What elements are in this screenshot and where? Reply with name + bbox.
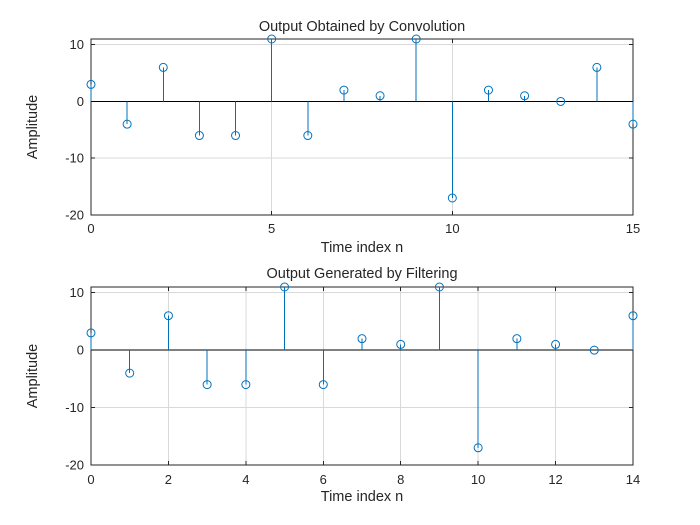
top-plot-xlabel: Time index n xyxy=(321,240,403,256)
stem-marker xyxy=(411,34,421,44)
stem-marker xyxy=(86,328,96,338)
stem-marker xyxy=(396,339,406,349)
grid-lines xyxy=(91,39,633,215)
y-tick-label: 0 xyxy=(77,343,84,358)
filtering-plot: 0 2 4 6 8 10 12 14 10 0 -10 -20 xyxy=(65,282,640,487)
stem-marker xyxy=(163,311,173,321)
x-tick-label: 2 xyxy=(165,472,172,487)
x-tick-label: 8 xyxy=(397,472,404,487)
x-tick-label: 6 xyxy=(320,472,327,487)
stem-marker xyxy=(122,119,132,129)
stem-marker xyxy=(556,96,566,106)
stem-marker xyxy=(473,443,483,453)
stem-marker xyxy=(551,339,561,349)
x-tick-label: 14 xyxy=(626,472,640,487)
stem-marker xyxy=(520,91,530,101)
convolution-plot: 0 5 10 15 10 0 -10 -20 xyxy=(65,34,640,236)
x-tick-label: 15 xyxy=(626,221,640,236)
y-tick-label: 10 xyxy=(70,37,84,52)
x-tick-label: 4 xyxy=(242,472,249,487)
stem-marker xyxy=(375,91,385,101)
stem-marker xyxy=(434,282,444,292)
bottom-plot-xlabel: Time index n xyxy=(321,489,403,505)
x-tick-labels: 0 5 10 15 xyxy=(87,221,640,236)
stem-marker xyxy=(158,62,168,72)
y-tick-label: 0 xyxy=(77,94,84,109)
y-tick-label: -10 xyxy=(65,400,84,415)
stem-marker xyxy=(86,79,96,89)
stem-marker xyxy=(267,34,277,44)
stem-marker xyxy=(628,119,638,129)
stem-marker xyxy=(357,334,367,344)
x-tick-label: 12 xyxy=(548,472,562,487)
stem-marker xyxy=(303,131,313,141)
stem-marker xyxy=(241,380,251,390)
stem-marker xyxy=(628,311,638,321)
stem-marker xyxy=(447,193,457,203)
stem-marker xyxy=(589,345,599,355)
y-tick-label: -20 xyxy=(65,208,84,223)
bottom-plot-ylabel: Amplitude xyxy=(25,344,41,408)
top-plot-title: Output Obtained by Convolution xyxy=(259,19,465,35)
stem-series xyxy=(86,34,638,203)
x-tick-label: 10 xyxy=(471,472,485,487)
y-tick-labels: 10 0 -10 -20 xyxy=(65,285,84,472)
stem-series xyxy=(86,282,638,453)
stem-marker xyxy=(318,380,328,390)
tick-marks xyxy=(90,39,634,216)
stem-marker xyxy=(202,380,212,390)
y-tick-label: -20 xyxy=(65,458,84,473)
stem-marker xyxy=(125,368,135,378)
x-tick-labels: 0 2 4 6 8 10 12 14 xyxy=(87,472,640,487)
axes-box xyxy=(90,286,634,466)
axes-box xyxy=(90,38,634,216)
x-tick-label: 0 xyxy=(87,472,94,487)
stem-marker xyxy=(194,131,204,141)
y-tick-labels: 10 0 -10 -20 xyxy=(65,37,84,222)
x-tick-label: 0 xyxy=(87,221,94,236)
stem-marker xyxy=(339,85,349,95)
top-plot-ylabel: Amplitude xyxy=(25,95,41,159)
stem-marker xyxy=(592,62,602,72)
bottom-plot-title: Output Generated by Filtering xyxy=(266,266,457,282)
stem-marker xyxy=(512,334,522,344)
stem-marker xyxy=(483,85,493,95)
stem-marker xyxy=(280,282,290,292)
y-tick-label: 10 xyxy=(70,285,84,300)
stem-marker xyxy=(231,131,241,141)
x-tick-label: 10 xyxy=(445,221,459,236)
y-tick-label: -10 xyxy=(65,151,84,166)
x-tick-label: 5 xyxy=(268,221,275,236)
